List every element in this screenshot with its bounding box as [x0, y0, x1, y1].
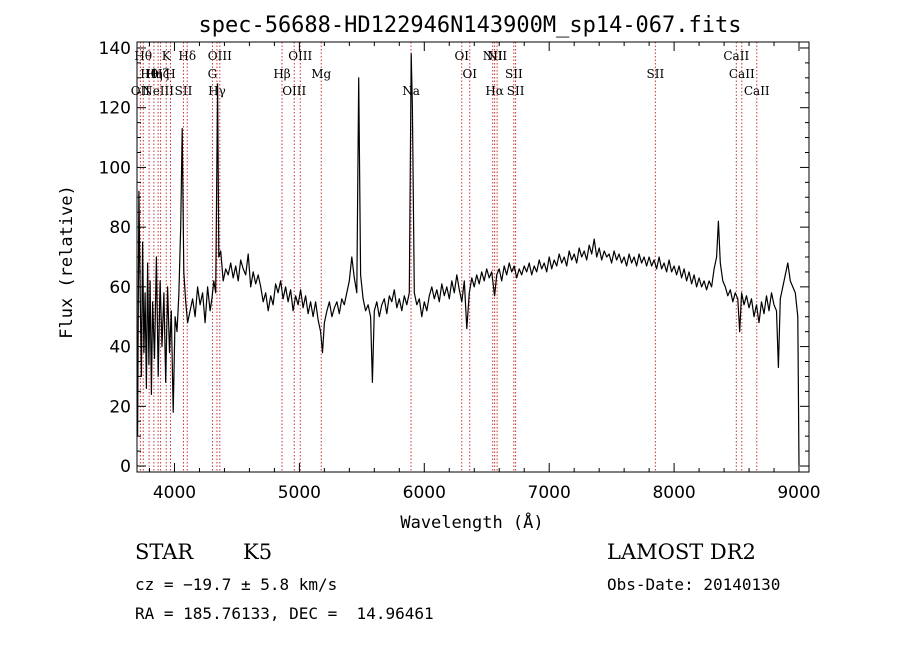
- spectral-line-label: NeIII: [142, 84, 174, 98]
- spectral-line-label: G: [208, 67, 218, 81]
- plot-frame: [136, 41, 810, 473]
- spectral-line-label: Hθ: [140, 67, 158, 81]
- spectral-line-label: SII: [175, 84, 193, 98]
- series-layer: [137, 53, 800, 467]
- y-tick-label: 20: [109, 397, 131, 417]
- y-tick-label: 40: [109, 338, 131, 358]
- spectral-line-label: NII: [483, 49, 503, 63]
- spectral-line-label: CaII: [744, 84, 770, 98]
- spectral-line-label: OI: [454, 49, 469, 63]
- spectral-line-label: SII: [507, 84, 525, 98]
- spectral-line-label: CaII: [729, 67, 755, 81]
- spectral-line-label: Hζ: [152, 67, 169, 81]
- spectrum-line: [137, 53, 800, 467]
- spectral-line-label: Hα: [485, 84, 504, 98]
- spectral-line-label: Mg: [311, 67, 331, 81]
- spectral-line-label: OIII: [282, 84, 306, 98]
- y-tick-label: 0: [120, 457, 131, 477]
- y-tick-label: 60: [109, 278, 131, 298]
- spectrum-chart: spec-56688-HD122946N143900M_sp14-067.fit…: [57, 13, 821, 533]
- coordinates: RA = 185.76133, DEC = 14.96461: [135, 604, 434, 623]
- y-axis-label: Flux (relative): [57, 185, 77, 339]
- x-tick-label: 6000: [403, 483, 446, 503]
- spectral-line-label: OIII: [208, 49, 232, 63]
- chart-title: spec-56688-HD122946N143900M_sp14-067.fit…: [198, 13, 741, 38]
- spectral-line-label: OI: [462, 67, 477, 81]
- x-axis: 4000 5000 6000 7000 8000 9000: [148, 42, 821, 503]
- spectral-labels-layer: OIIHθHθHηNeIIIHζKHSIIHδGHγOIIIHβOIIIOIII…: [131, 49, 770, 98]
- spectral-line-label: Hη: [145, 67, 163, 81]
- spectral-line-label: K: [162, 49, 172, 63]
- y-tick-label: 80: [109, 218, 131, 238]
- x-tick-label: 8000: [652, 483, 695, 503]
- spectral-line-label: H: [165, 67, 175, 81]
- obs-date: Obs-Date: 20140130: [607, 575, 781, 594]
- spectral-lines-layer: [139, 42, 758, 472]
- y-axis: 0 20 40 60 80 100 120 140: [99, 39, 809, 477]
- spectral-line-label: Hθ: [134, 49, 152, 63]
- survey-name: LAMOST DR2: [607, 540, 756, 564]
- spectral-line-label: SII: [647, 67, 665, 81]
- x-tick-label: 4000: [153, 483, 196, 503]
- object-subclass: K5: [243, 540, 273, 564]
- y-tick-label: 140: [99, 39, 131, 59]
- x-tick-label: 5000: [278, 483, 321, 503]
- x-axis-label: Wavelength (Å): [400, 511, 543, 533]
- y-tick-label: 100: [99, 158, 131, 178]
- object-class: STAR: [135, 540, 194, 564]
- spectral-line-label: CaII: [723, 49, 749, 63]
- x-tick-label: 9000: [777, 483, 820, 503]
- y-tick-label: 120: [99, 99, 131, 119]
- spectral-line-label: NII: [487, 49, 507, 63]
- x-tick-label: 7000: [528, 483, 571, 503]
- redshift-text: cz = −19.7 ± 5.8 km/s: [135, 575, 338, 594]
- spectral-line-label: OIII: [288, 49, 312, 63]
- spectral-line-label: SII: [505, 67, 523, 81]
- spectral-line-label: OII: [131, 84, 151, 98]
- spectral-line-label: Hδ: [178, 49, 196, 63]
- spectral-line-label: Hβ: [273, 67, 290, 81]
